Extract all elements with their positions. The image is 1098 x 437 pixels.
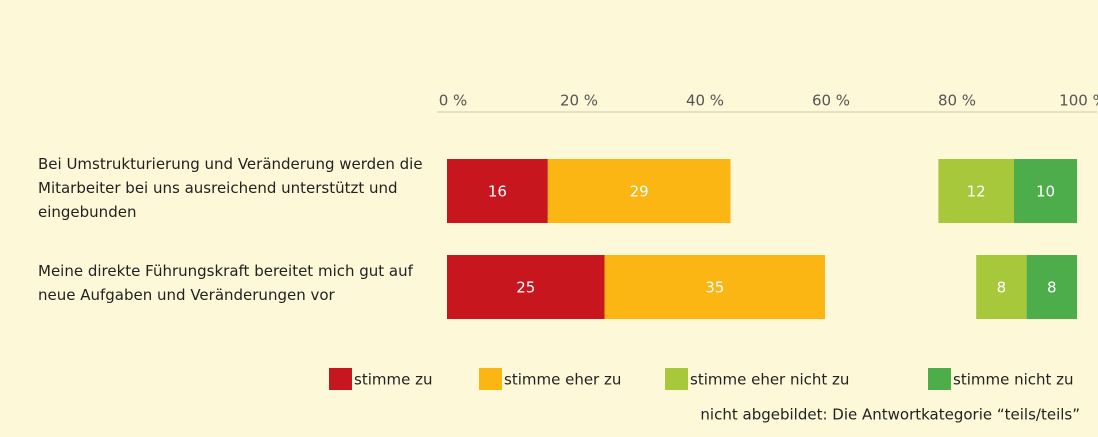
data-label: 12 bbox=[967, 183, 986, 201]
category-label: Meine direkte Führungskraft bereitet mic… bbox=[38, 262, 413, 304]
x-tick-label: 0 % bbox=[439, 92, 468, 110]
bar-segment bbox=[1026, 255, 1077, 319]
x-tick-label: 20 % bbox=[560, 92, 598, 110]
legend-swatch bbox=[479, 368, 502, 390]
legend-label: stimme eher nicht zu bbox=[690, 371, 849, 389]
note: nicht abgebildet: Die Antwortkategorie “… bbox=[700, 406, 1080, 424]
data-label: 29 bbox=[630, 183, 649, 201]
data-label: 10 bbox=[1036, 183, 1055, 201]
x-tick-label: 100 % bbox=[1059, 92, 1098, 110]
legend-swatch bbox=[928, 368, 951, 390]
bar-segment bbox=[547, 159, 731, 223]
legend-swatch bbox=[329, 368, 352, 390]
bar-segment bbox=[976, 255, 1027, 319]
data-label: 8 bbox=[1047, 279, 1057, 297]
data-label: 35 bbox=[705, 279, 724, 297]
bar-segment bbox=[938, 159, 1014, 223]
bar-segment bbox=[1014, 159, 1077, 223]
legend-label: stimme eher zu bbox=[504, 371, 621, 389]
bar-segment bbox=[604, 255, 825, 319]
x-tick-label: 40 % bbox=[686, 92, 724, 110]
bar-segment bbox=[447, 159, 548, 223]
bar-segment bbox=[447, 255, 605, 319]
category-label: Bei Umstrukturierung und Veränderung wer… bbox=[38, 155, 423, 221]
x-tick-label: 60 % bbox=[812, 92, 850, 110]
x-tick-label: 80 % bbox=[938, 92, 976, 110]
data-label: 16 bbox=[488, 183, 507, 201]
legend-label: stimme nicht zu bbox=[953, 371, 1074, 389]
legend-swatch bbox=[665, 368, 688, 390]
legend-label: stimme zu bbox=[354, 371, 432, 389]
data-label: 8 bbox=[997, 279, 1007, 297]
data-label: 25 bbox=[516, 279, 535, 297]
